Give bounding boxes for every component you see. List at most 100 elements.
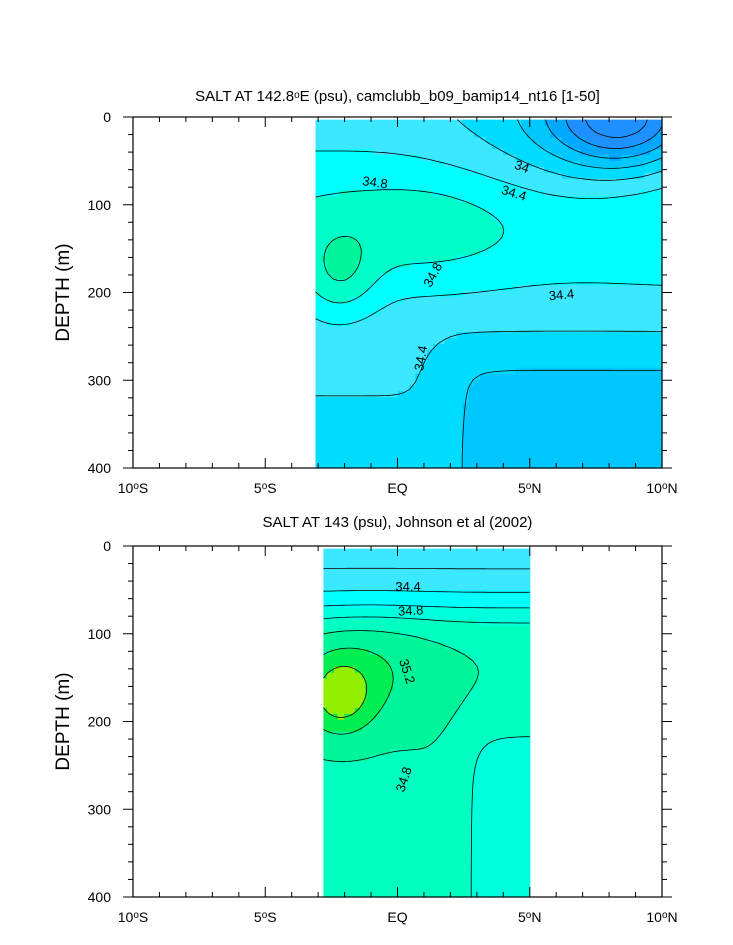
field-cell <box>459 566 464 573</box>
field-cell <box>380 420 387 428</box>
field-cell <box>385 273 393 280</box>
field-cell <box>573 237 581 245</box>
field-cell <box>379 660 384 668</box>
field-cell <box>591 450 598 457</box>
field-cell <box>573 403 581 410</box>
field-cell <box>579 225 587 233</box>
field-cell <box>344 308 352 316</box>
field-cell <box>452 607 457 615</box>
field-cell <box>368 143 375 150</box>
field-cell <box>550 220 557 227</box>
field-cell <box>380 131 387 138</box>
field-cell <box>391 284 399 292</box>
field-cell <box>435 666 440 674</box>
field-cell <box>515 601 520 609</box>
field-cell <box>356 391 364 398</box>
field-cell <box>323 660 328 668</box>
field-cell <box>432 326 440 333</box>
field-cell <box>427 320 434 327</box>
field-cell <box>356 208 364 215</box>
field-cell <box>339 137 346 144</box>
field-cell <box>573 426 581 434</box>
field-cell <box>480 589 485 597</box>
field-cell <box>403 184 411 192</box>
field-cell <box>503 308 510 316</box>
field-cell <box>368 625 373 632</box>
field-cell <box>374 408 381 416</box>
field-cell <box>573 231 581 239</box>
field-cell <box>603 397 610 404</box>
field-cell <box>501 613 506 621</box>
field-cell <box>344 385 352 392</box>
field-cell <box>450 420 458 428</box>
field-cell <box>365 572 370 579</box>
field-cell <box>438 290 446 298</box>
field-cell <box>351 643 356 650</box>
field-cell <box>340 649 346 656</box>
field-cell <box>356 367 364 375</box>
field-cell <box>515 625 520 632</box>
field-cell <box>597 403 604 410</box>
field-cell <box>450 172 458 180</box>
field-cell <box>597 225 604 233</box>
field-cell <box>397 190 405 197</box>
field-cell <box>515 302 522 310</box>
field-cell <box>609 273 616 280</box>
field-cell <box>407 584 412 591</box>
field-cell <box>333 367 340 375</box>
field-cell <box>550 149 557 156</box>
field-cell <box>393 578 398 585</box>
field-cell <box>337 572 342 579</box>
field-cell <box>626 296 634 304</box>
field-cell <box>327 249 334 257</box>
field-cell <box>603 385 610 392</box>
field-cell <box>379 584 384 591</box>
field-cell <box>354 554 360 562</box>
field-cell <box>474 172 481 180</box>
y-tick-label: 200 <box>88 285 112 301</box>
field-cell <box>344 619 349 626</box>
field-cell <box>603 355 610 363</box>
field-cell <box>365 595 370 603</box>
field-cell <box>397 184 405 192</box>
field-cell <box>532 290 540 298</box>
field-cell <box>368 607 373 615</box>
y-tick-label: 400 <box>88 460 112 476</box>
field-cell <box>368 184 375 192</box>
field-cell <box>626 131 634 138</box>
field-cell <box>403 137 411 144</box>
field-cell <box>485 220 493 227</box>
field-cell <box>450 261 458 268</box>
field-cell <box>327 190 334 197</box>
field-cell <box>410 613 415 621</box>
field-cell <box>403 166 411 174</box>
field-cell <box>603 302 610 310</box>
field-cell <box>626 344 634 351</box>
field-cell <box>445 554 450 562</box>
field-cell <box>474 160 481 168</box>
field-cell <box>432 208 440 215</box>
field-cell <box>396 548 401 556</box>
field-cell <box>474 367 481 375</box>
field-cell <box>321 184 328 192</box>
field-cell <box>389 584 394 591</box>
field-cell <box>508 637 513 644</box>
field-cell <box>391 326 399 333</box>
field-cell <box>337 613 342 621</box>
field-cell <box>427 355 434 363</box>
field-cell <box>597 284 604 292</box>
field-cell <box>544 344 552 351</box>
field-cell <box>362 149 369 156</box>
field-cell <box>656 214 663 221</box>
field-cell <box>330 613 335 621</box>
field-cell <box>368 637 373 644</box>
field-cell <box>479 231 487 239</box>
field-cell <box>421 196 428 203</box>
field-cell <box>515 332 522 339</box>
field-cell <box>385 261 393 268</box>
field-cell <box>494 584 499 591</box>
field-cell <box>354 566 360 573</box>
field-cell <box>579 261 587 268</box>
field-cell <box>515 149 522 156</box>
field-cell <box>503 320 510 327</box>
